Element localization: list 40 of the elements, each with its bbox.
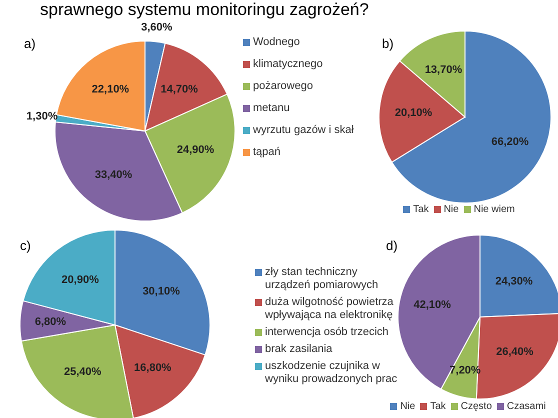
legend-label: pożarowego bbox=[253, 80, 313, 93]
data-label: 24,30% bbox=[495, 275, 533, 288]
legend-label: Nie wiem bbox=[474, 203, 515, 216]
data-label: 3,60% bbox=[141, 22, 173, 34]
legend-label: wyrzutu gazów i skał bbox=[253, 124, 354, 137]
data-label: 16,80% bbox=[134, 362, 172, 374]
data-label: 33,40% bbox=[94, 168, 132, 181]
legend-label: interwencja osób trzecich bbox=[265, 326, 389, 339]
legend-label: brak zasilania bbox=[265, 343, 332, 356]
legend-label: Nie bbox=[444, 203, 459, 216]
data-label: 66,20% bbox=[491, 136, 529, 148]
data-label: 6,80% bbox=[34, 316, 66, 328]
data-label: 13,70% bbox=[424, 64, 462, 76]
legend-label: metanu bbox=[253, 102, 290, 115]
data-label: 22,10% bbox=[92, 84, 130, 96]
chart-title: b) bbox=[382, 36, 394, 51]
data-label: 20,10% bbox=[394, 106, 432, 119]
legend-label: Tak bbox=[413, 203, 429, 216]
data-label: 1,30% bbox=[26, 110, 58, 122]
legend-label: uszkodzenie czujnika w wyniku prowadzonych prac bbox=[265, 360, 398, 386]
data-label: 30,10% bbox=[142, 286, 180, 298]
data-label: 25,40% bbox=[64, 366, 102, 378]
legend-label: Wodnego bbox=[253, 36, 300, 49]
text: c) bbox=[20, 238, 31, 253]
legend-label: tąpań bbox=[253, 146, 281, 159]
text: a) bbox=[24, 36, 36, 51]
legend-label: klimatycznego bbox=[253, 58, 323, 71]
legend-label: Czasami bbox=[506, 400, 546, 413]
text: sprawnego systemu monitoringu zagrożeń? bbox=[40, 0, 369, 20]
chart-title: d) bbox=[386, 238, 398, 253]
data-label: 20,90% bbox=[62, 274, 100, 286]
legend-label: duża wilgotność powietrza wpływająca na elektronikę bbox=[265, 296, 394, 322]
data-label: 24,90% bbox=[176, 144, 214, 156]
data-label: 42,10% bbox=[414, 298, 452, 311]
legend-label: Często bbox=[460, 400, 492, 413]
legend-label: Nie bbox=[400, 400, 416, 413]
legend-label: zły stan techniczny urządzeń pomiarowych bbox=[265, 266, 380, 292]
data-label: 26,40% bbox=[496, 346, 534, 358]
legend-label: Tak bbox=[430, 400, 446, 413]
data-label: 14,70% bbox=[160, 83, 198, 96]
